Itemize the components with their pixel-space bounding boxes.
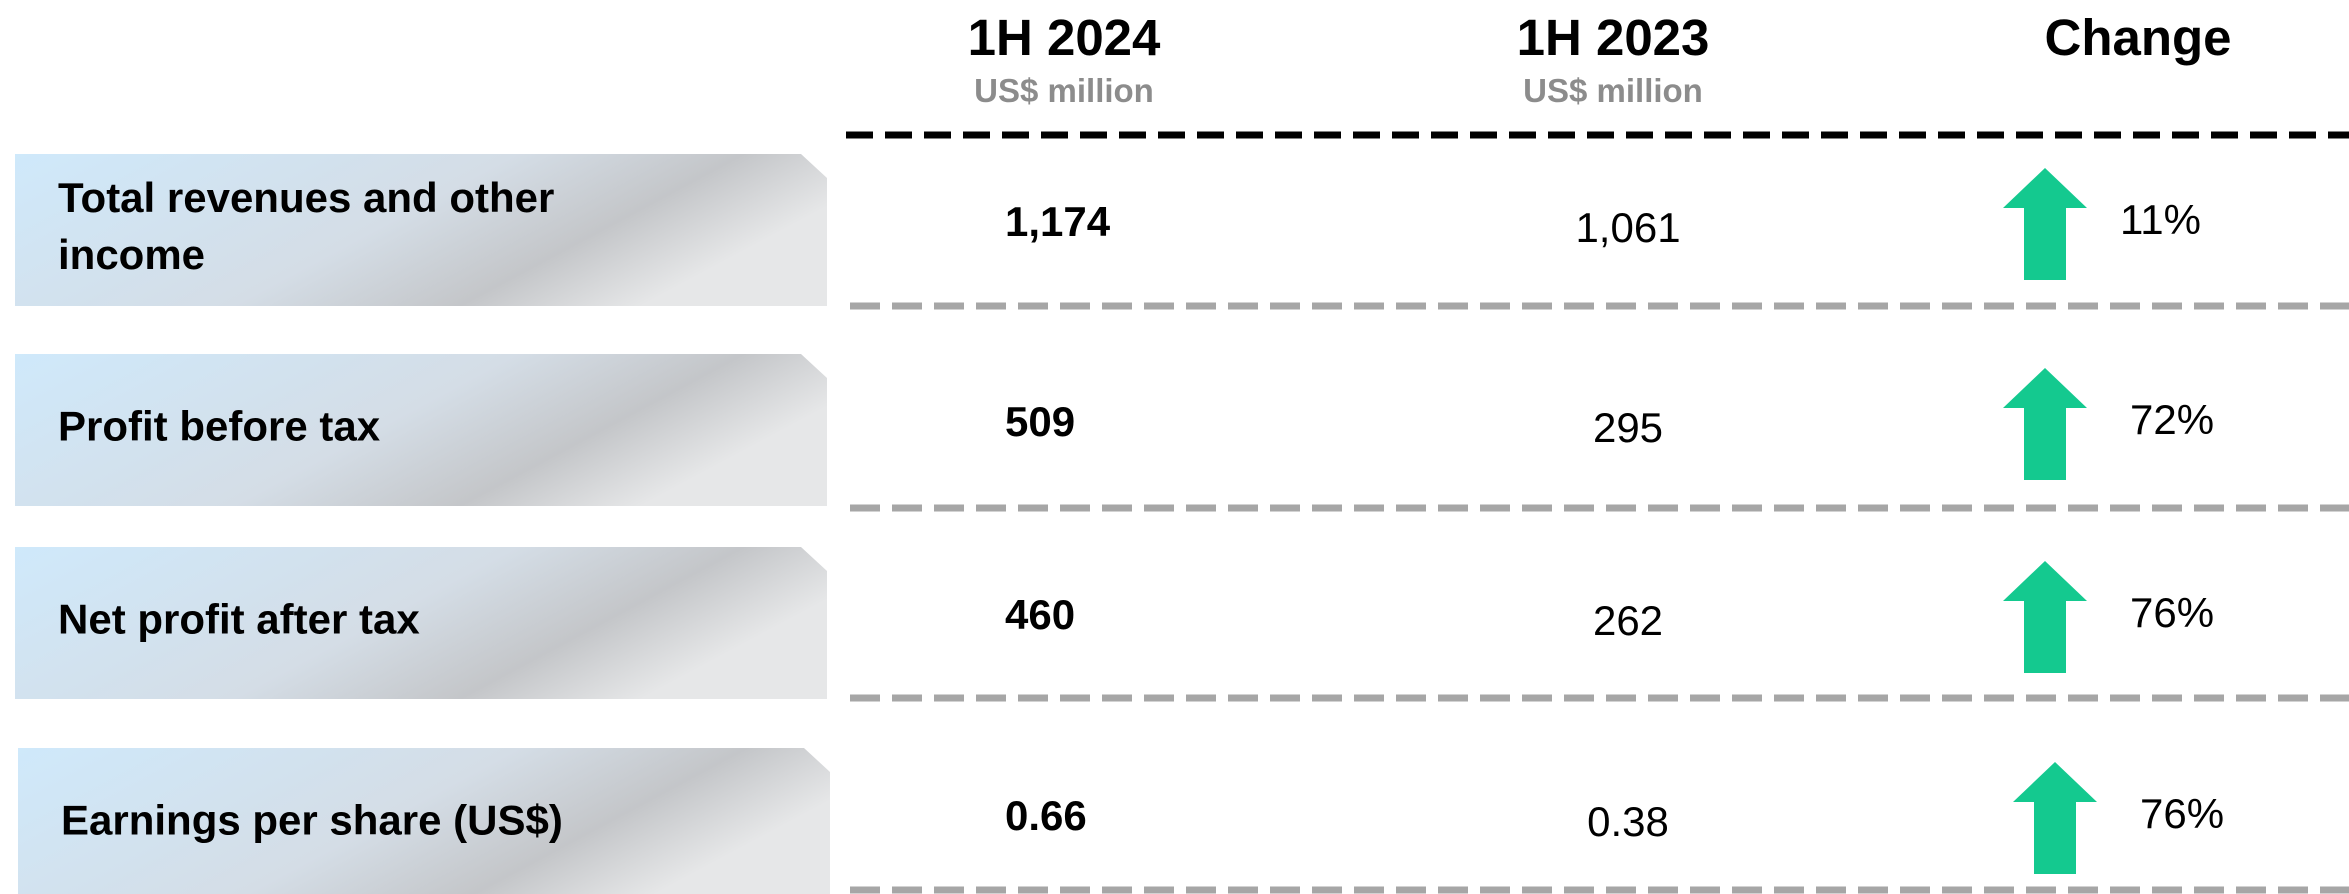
column-title: 1H 2023 (1516, 9, 1710, 66)
value-1h2024: 1,174 (1005, 198, 1111, 245)
row-label-box (15, 354, 827, 506)
row-label: Total revenues and other income (58, 174, 555, 278)
row-label-box (18, 748, 830, 894)
value-1h2024: 460 (1005, 591, 1076, 638)
value-1h2023: 0.38 (1587, 798, 1669, 845)
row-label: Net profit after tax (58, 595, 420, 643)
change-value: 76% (2140, 790, 2225, 837)
change-value: 76% (2130, 589, 2215, 636)
value-1h2023: 1,061 (1575, 204, 1681, 251)
column-title: 1H 2024 (967, 9, 1161, 66)
up-arrow (2003, 368, 2087, 480)
value-1h2023: 262 (1592, 597, 1664, 644)
value-1h2023: 295 (1592, 404, 1664, 451)
value-1h2024: 0.66 (1005, 792, 1087, 839)
column-unit: US$ million (974, 72, 1154, 109)
row-label: Profit before tax (58, 402, 381, 450)
up-arrow (2013, 762, 2097, 874)
value-1h2024: 509 (1005, 398, 1076, 445)
change-value: 11% (2120, 196, 2201, 243)
up-arrow (2003, 561, 2087, 673)
row-label-box (15, 154, 827, 306)
row-label: Earnings per share (US$) (61, 796, 563, 844)
row-label-box (15, 547, 827, 699)
column-unit: US$ million (1523, 72, 1703, 109)
change-value: 72% (2130, 396, 2215, 443)
column-title: Change (2044, 9, 2232, 66)
up-arrow (2003, 168, 2087, 280)
